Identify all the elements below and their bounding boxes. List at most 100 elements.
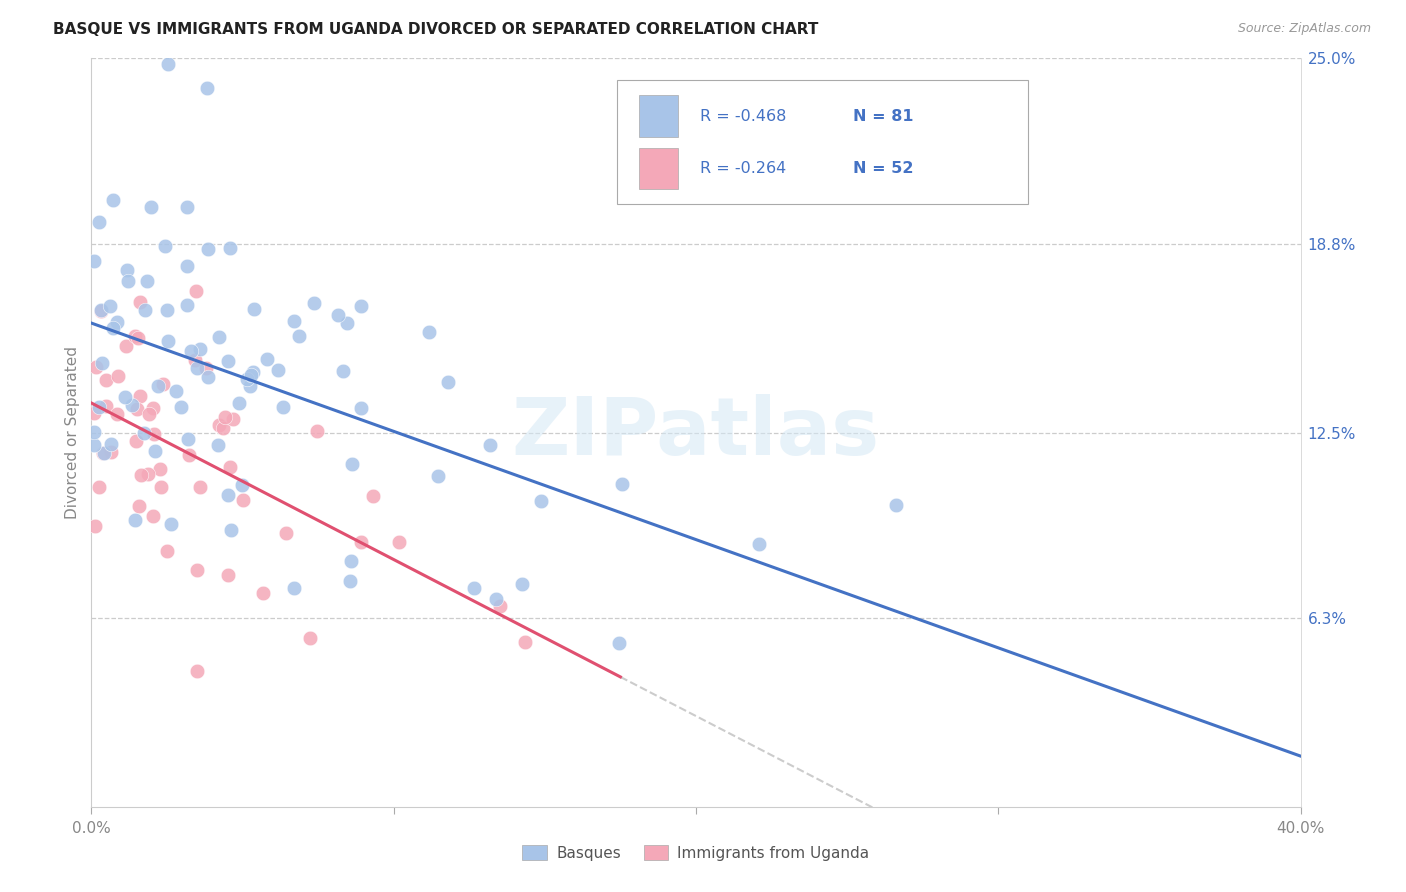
Point <box>94 373 117 387</box>
Point <box>156 334 179 348</box>
Point <box>267 363 290 377</box>
Point <box>342 457 364 471</box>
Point <box>149 462 172 476</box>
Point <box>222 412 245 426</box>
Point <box>138 407 160 421</box>
Point <box>128 499 150 513</box>
Point <box>219 523 242 537</box>
Point <box>121 398 143 412</box>
Point <box>283 314 305 328</box>
Point <box>94 399 117 413</box>
FancyBboxPatch shape <box>640 148 678 189</box>
Point <box>349 299 371 313</box>
Point <box>87 401 110 415</box>
Point <box>129 468 152 483</box>
Point <box>184 285 207 299</box>
Point <box>142 401 165 415</box>
Point <box>127 401 149 416</box>
Point <box>188 342 211 356</box>
Point <box>350 535 373 549</box>
Point <box>228 396 250 410</box>
Point <box>84 359 107 374</box>
Point <box>186 664 208 678</box>
Text: N = 81: N = 81 <box>853 109 914 124</box>
Point <box>232 493 254 508</box>
Point <box>149 480 172 494</box>
Text: BASQUE VS IMMIGRANTS FROM UGANDA DIVORCED OR SEPARATED CORRELATION CHART: BASQUE VS IMMIGRANTS FROM UGANDA DIVORCE… <box>53 22 818 37</box>
Point <box>129 389 152 403</box>
Point <box>510 577 533 591</box>
Point <box>176 259 198 273</box>
Point <box>98 299 121 313</box>
Point <box>418 325 440 339</box>
Text: N = 52: N = 52 <box>853 161 914 176</box>
Point <box>136 467 159 481</box>
Point <box>607 635 630 649</box>
Point <box>212 421 235 435</box>
Legend: Basques, Immigrants from Uganda: Basques, Immigrants from Uganda <box>516 839 876 867</box>
Point <box>197 369 219 384</box>
Text: Source: ZipAtlas.com: Source: ZipAtlas.com <box>1237 22 1371 36</box>
Point <box>83 519 105 533</box>
Point <box>107 368 129 383</box>
Point <box>142 509 165 524</box>
Point <box>207 438 229 452</box>
Point <box>610 477 633 491</box>
Point <box>748 537 770 551</box>
Point <box>287 329 309 343</box>
Point <box>197 243 219 257</box>
Point <box>105 315 128 329</box>
Point <box>239 379 262 393</box>
Point <box>530 493 553 508</box>
Point <box>124 513 146 527</box>
Point <box>125 434 148 448</box>
Point <box>90 304 112 318</box>
Point <box>231 478 253 492</box>
Point <box>124 329 146 343</box>
Point <box>274 526 297 541</box>
Point <box>114 391 136 405</box>
Y-axis label: Divorced or Separated: Divorced or Separated <box>65 346 80 519</box>
Point <box>242 365 264 379</box>
Point <box>89 480 111 494</box>
Point <box>436 375 458 389</box>
Text: R = -0.264: R = -0.264 <box>700 161 786 176</box>
Point <box>208 329 231 343</box>
Point <box>170 400 193 414</box>
FancyBboxPatch shape <box>640 95 678 136</box>
Point <box>256 352 278 367</box>
Point <box>100 437 122 451</box>
Point <box>298 631 321 645</box>
Point <box>427 469 450 483</box>
Text: R = -0.468: R = -0.468 <box>700 109 786 124</box>
Point <box>194 361 217 376</box>
Point <box>83 254 105 268</box>
Point <box>83 438 105 452</box>
Point <box>340 554 363 568</box>
Point <box>326 308 349 322</box>
Point <box>89 214 111 228</box>
Point <box>153 239 176 253</box>
Point <box>219 241 242 255</box>
Point <box>304 296 326 310</box>
Point <box>177 432 200 446</box>
Point <box>160 516 183 531</box>
Point <box>91 446 114 460</box>
Point <box>219 459 242 474</box>
Point <box>240 368 263 382</box>
Point <box>363 489 385 503</box>
Point <box>463 581 485 595</box>
Point <box>176 200 198 214</box>
Point <box>884 498 907 512</box>
Point <box>180 344 202 359</box>
Point <box>513 634 536 648</box>
FancyBboxPatch shape <box>617 80 1029 204</box>
Point <box>243 301 266 316</box>
Point <box>83 406 105 420</box>
Point <box>156 544 179 558</box>
Point <box>146 378 169 392</box>
Point <box>188 480 211 494</box>
Point <box>186 361 208 376</box>
Point <box>157 57 180 71</box>
Point <box>217 353 239 368</box>
